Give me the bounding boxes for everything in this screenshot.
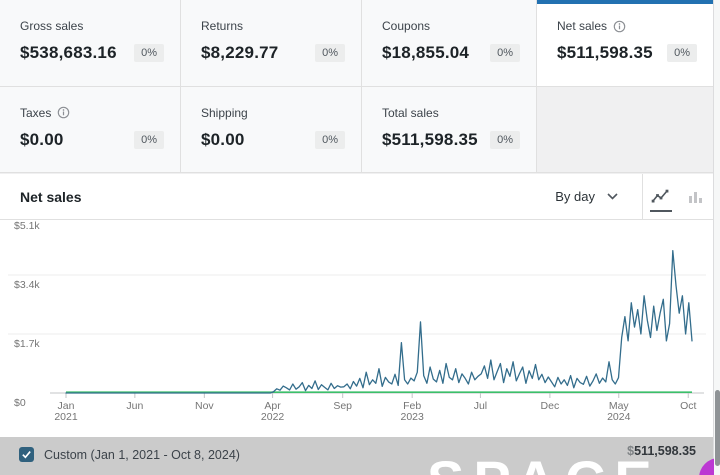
summary-card-value: $511,598.35 bbox=[557, 43, 653, 62]
chevron-down-icon bbox=[607, 193, 618, 200]
svg-text:2024: 2024 bbox=[607, 411, 631, 423]
line-chart-toggle[interactable] bbox=[643, 174, 678, 219]
svg-text:Feb: Feb bbox=[403, 400, 421, 412]
svg-text:Dec: Dec bbox=[541, 400, 560, 412]
header-divider bbox=[642, 174, 643, 219]
summary-card-label: Net sales bbox=[557, 19, 608, 33]
chart-controls: By day bbox=[539, 174, 713, 219]
summary-card-net-sales[interactable]: Net sales $511,598.35 0% bbox=[537, 0, 713, 87]
delta-badge: 0% bbox=[134, 130, 164, 149]
interval-select[interactable]: By day bbox=[539, 174, 642, 219]
bar-chart-icon bbox=[688, 190, 703, 204]
watermark-dot-icon bbox=[699, 458, 714, 475]
svg-text:2021: 2021 bbox=[54, 411, 78, 423]
summary-card-label: Total sales bbox=[382, 105, 439, 120]
legend-item-custom[interactable]: Custom (Jan 1, 2021 - Oct 8, 2024) bbox=[19, 447, 240, 462]
svg-text:Apr: Apr bbox=[264, 400, 281, 412]
info-icon bbox=[57, 106, 70, 119]
delta-badge: 0% bbox=[315, 44, 345, 62]
delta-badge: 0% bbox=[134, 44, 164, 62]
bar-chart-toggle[interactable] bbox=[678, 174, 713, 219]
delta-badge: 0% bbox=[667, 44, 697, 62]
svg-text:2023: 2023 bbox=[400, 411, 424, 423]
summary-card-value: $0.00 bbox=[201, 129, 245, 149]
summary-card-coupons[interactable]: Coupons $18,855.04 0% bbox=[362, 0, 537, 87]
delta-badge: 0% bbox=[490, 130, 520, 149]
summary-card-value: $0.00 bbox=[20, 129, 64, 149]
summary-card-label: Shipping bbox=[201, 105, 248, 120]
svg-text:Jan: Jan bbox=[58, 400, 75, 412]
summary-card-gross-sales[interactable]: Gross sales $538,683.16 0% bbox=[0, 0, 181, 87]
summary-card-value: $511,598.35 bbox=[382, 129, 478, 149]
summary-card-returns[interactable]: Returns $8,229.77 0% bbox=[181, 0, 362, 87]
summary-card-label: Taxes bbox=[20, 105, 52, 120]
svg-text:$3.4k: $3.4k bbox=[14, 279, 40, 291]
legend-footer: Custom (Jan 1, 2021 - Oct 8, 2024) SPACE… bbox=[0, 437, 714, 475]
scrollbar-thumb[interactable] bbox=[715, 390, 720, 466]
chart-header: Net sales By day bbox=[0, 174, 713, 220]
svg-text:$0: $0 bbox=[14, 397, 26, 409]
info-icon bbox=[613, 20, 626, 33]
watermark-text: SPACE bbox=[427, 453, 661, 475]
svg-text:$5.1k: $5.1k bbox=[14, 220, 40, 232]
delta-badge: 0% bbox=[490, 44, 520, 62]
svg-text:Nov: Nov bbox=[195, 400, 214, 412]
summary-card-label: Gross sales bbox=[20, 19, 84, 33]
net-sales-panel: Net sales By day bbox=[0, 174, 713, 437]
summary-card-shipping[interactable]: Shipping $0.00 0% bbox=[181, 86, 362, 173]
svg-text:Jul: Jul bbox=[474, 400, 487, 412]
summary-card-label: Coupons bbox=[382, 19, 431, 33]
legend-total-currency: $ bbox=[627, 444, 635, 458]
svg-text:Jun: Jun bbox=[126, 400, 143, 412]
svg-text:Sep: Sep bbox=[333, 400, 352, 412]
scrollbar-track[interactable] bbox=[713, 0, 720, 475]
summary-card-value: $18,855.04 bbox=[382, 43, 470, 62]
svg-text:Oct: Oct bbox=[680, 400, 696, 412]
line-chart-icon bbox=[651, 189, 670, 204]
legend-total-amount: 511,598.35 bbox=[634, 444, 696, 458]
summary-grid: Gross sales $538,683.16 0% Returns $8,22… bbox=[0, 0, 713, 173]
legend-label: Custom (Jan 1, 2021 - Oct 8, 2024) bbox=[44, 447, 240, 462]
summary-card-taxes[interactable]: Taxes $0.00 0% bbox=[0, 86, 181, 173]
interval-select-value: By day bbox=[555, 189, 595, 204]
summary-card-value: $8,229.77 bbox=[201, 43, 279, 62]
summary-card-empty bbox=[537, 86, 713, 173]
panel-title: Net sales bbox=[20, 188, 82, 205]
legend-checkbox[interactable] bbox=[19, 447, 34, 462]
delta-badge: 0% bbox=[315, 130, 345, 149]
summary-card-label: Returns bbox=[201, 19, 244, 33]
summary-card-value: $538,683.16 bbox=[20, 43, 117, 62]
svg-text:2022: 2022 bbox=[261, 411, 285, 423]
check-icon bbox=[22, 451, 31, 459]
svg-text:May: May bbox=[609, 400, 630, 412]
summary-card-total-sales[interactable]: Total sales $511,598.35 0% bbox=[362, 86, 537, 173]
legend-total: $511,598.35 bbox=[627, 444, 696, 458]
svg-text:$1.7k: $1.7k bbox=[14, 338, 40, 350]
